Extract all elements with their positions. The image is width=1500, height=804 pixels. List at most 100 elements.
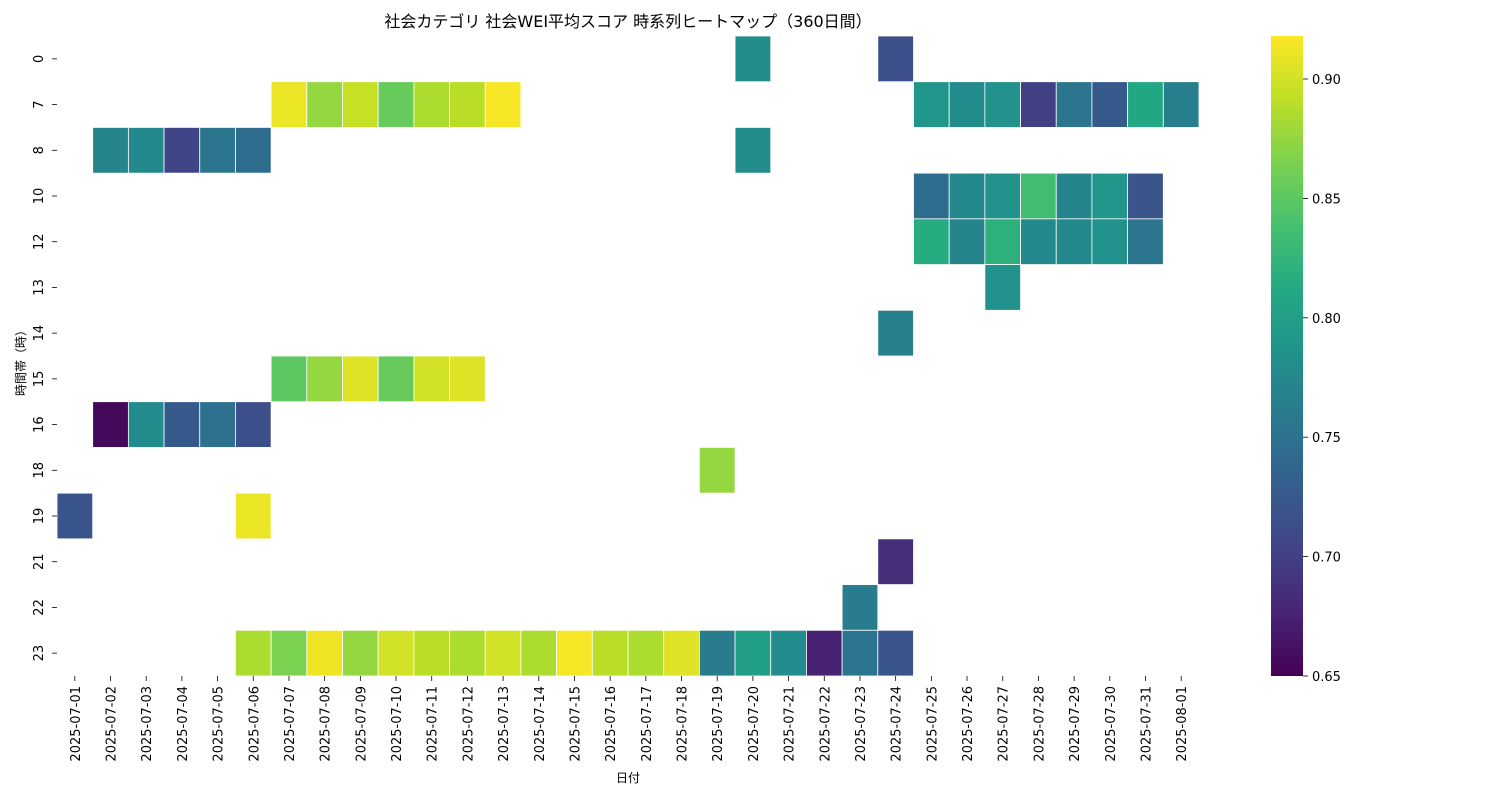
heatmap-cell — [449, 355, 486, 403]
x-tick-label: 2025-07-10 — [390, 686, 405, 762]
colorbar-tick-label: 0.90 — [1312, 73, 1341, 88]
heatmap-cell — [877, 309, 914, 357]
heatmap-cell — [377, 81, 415, 128]
heatmap-cell — [413, 629, 450, 677]
y-tick-label: 13 — [32, 279, 47, 296]
heatmap-cell — [1127, 218, 1164, 265]
x-tick-label: 2025-07-24 — [890, 686, 905, 762]
x-tick-label: 2025-07-07 — [283, 686, 298, 762]
heatmap-cell — [841, 584, 879, 631]
heatmap-cell — [56, 492, 94, 540]
heatmap-cell — [235, 492, 272, 540]
heatmap-cell — [984, 172, 1021, 220]
heatmap-cell — [235, 401, 272, 448]
heatmap-cell — [913, 172, 950, 220]
x-tick-label: 2025-07-20 — [747, 686, 762, 762]
heatmap-cell — [520, 629, 558, 677]
heatmap-cell — [734, 35, 772, 83]
heatmap-cell — [270, 355, 308, 403]
heatmap-cell — [1055, 81, 1093, 128]
x-tick-label: 2025-07-11 — [426, 686, 441, 762]
heatmap-cell — [1055, 172, 1093, 220]
heatmap-cells — [56, 35, 1200, 677]
y-tick-label: 15 — [32, 371, 47, 388]
colorbar-tick-label: 0.85 — [1312, 192, 1341, 207]
heatmap-cell — [698, 629, 736, 677]
colorbar — [1271, 36, 1303, 676]
colorbar-tick-label: 0.80 — [1312, 312, 1341, 327]
x-tick-label: 2025-07-09 — [354, 686, 369, 762]
heatmap-cell — [556, 629, 593, 677]
x-tick-label: 2025-07-28 — [1032, 686, 1047, 762]
heatmap-cell — [199, 127, 236, 174]
y-tick-label: 14 — [32, 325, 47, 342]
heatmap-cell — [163, 401, 201, 448]
colorbar-tick-label: 0.65 — [1312, 670, 1341, 685]
x-tick-label: 2025-07-31 — [1139, 686, 1154, 762]
x-tick-label: 2025-07-12 — [461, 686, 476, 762]
heatmap-cell — [342, 355, 379, 403]
x-tick-label: 2025-07-03 — [140, 686, 155, 762]
chart-title: 社会カテゴリ 社会WEI平均スコア 時系列ヒートマップ（360日間） — [384, 12, 871, 31]
heatmap-cell — [841, 629, 879, 677]
x-tick-label: 2025-07-13 — [497, 686, 512, 762]
heatmap-cell — [877, 538, 914, 585]
colorbar-tick-label: 0.70 — [1312, 551, 1341, 566]
heatmap-cell — [377, 355, 415, 403]
x-tick-label: 2025-07-02 — [105, 686, 120, 762]
heatmap-cell — [591, 629, 629, 677]
y-tick-label: 7 — [32, 100, 47, 108]
y-tick-label: 0 — [32, 55, 47, 63]
heatmap-cell — [1055, 218, 1093, 265]
heatmap-cell — [1091, 218, 1129, 265]
colorbar-tick-label: 0.75 — [1312, 431, 1341, 446]
x-tick-label: 2025-07-25 — [925, 686, 940, 762]
heatmap-cell — [984, 218, 1021, 265]
x-tick-label: 2025-07-29 — [1068, 686, 1083, 762]
heatmap-cell — [877, 629, 914, 677]
heatmap-cell — [1162, 81, 1200, 128]
y-tick-label: 22 — [32, 599, 47, 616]
heatmap-cell — [1020, 218, 1057, 265]
heatmap-cell — [1127, 172, 1164, 220]
heatmap-cell — [270, 629, 308, 677]
colorbar-ticks: 0.65 0.70 0.75 0.80 0.85 0.90 — [1303, 73, 1341, 685]
x-tick-label: 2025-07-27 — [997, 686, 1012, 762]
x-tick-label: 2025-07-14 — [533, 686, 548, 762]
heatmap-cell — [663, 629, 700, 677]
x-axis-label: 日付 — [616, 771, 640, 785]
heatmap-cell — [913, 218, 950, 265]
heatmap-cell — [806, 629, 843, 677]
heatmap-cell — [770, 629, 807, 677]
heatmap-cell — [377, 629, 415, 677]
y-tick-label: 12 — [32, 233, 47, 250]
x-tick-label: 2025-07-17 — [640, 686, 655, 762]
heatmap-cell — [127, 401, 165, 448]
heatmap-cell — [984, 264, 1021, 311]
heatmap-cell — [270, 81, 308, 128]
heatmap-cell — [92, 127, 129, 174]
heatmap-cell — [342, 629, 379, 677]
x-tick-label: 2025-07-18 — [676, 686, 691, 762]
x-tick-label: 2025-07-30 — [1104, 686, 1119, 762]
heatmap-cell — [199, 401, 236, 448]
x-tick-label: 2025-07-16 — [604, 686, 619, 762]
heatmap-cell — [1020, 81, 1057, 128]
heatmap-cell — [948, 218, 986, 265]
heatmap-cell — [127, 127, 165, 174]
x-tick-label: 2025-07-19 — [711, 686, 726, 762]
y-tick-label: 23 — [32, 645, 47, 662]
heatmap-cell — [342, 81, 379, 128]
heatmap-cell — [92, 401, 129, 448]
x-tick-label: 2025-07-08 — [319, 686, 334, 762]
heatmap-cell — [306, 81, 343, 128]
x-tick-label: 2025-07-23 — [854, 686, 869, 762]
y-tick-label: 18 — [32, 462, 47, 479]
x-tick-label: 2025-07-26 — [961, 686, 976, 762]
heatmap-cell — [306, 355, 343, 403]
y-tick-label: 19 — [32, 508, 47, 525]
x-axis-ticks: 2025-07-01 2025-07-02 2025-07-03 2025-07-04… — [69, 676, 1190, 762]
y-axis-label: 時間帯（時） — [14, 324, 28, 396]
